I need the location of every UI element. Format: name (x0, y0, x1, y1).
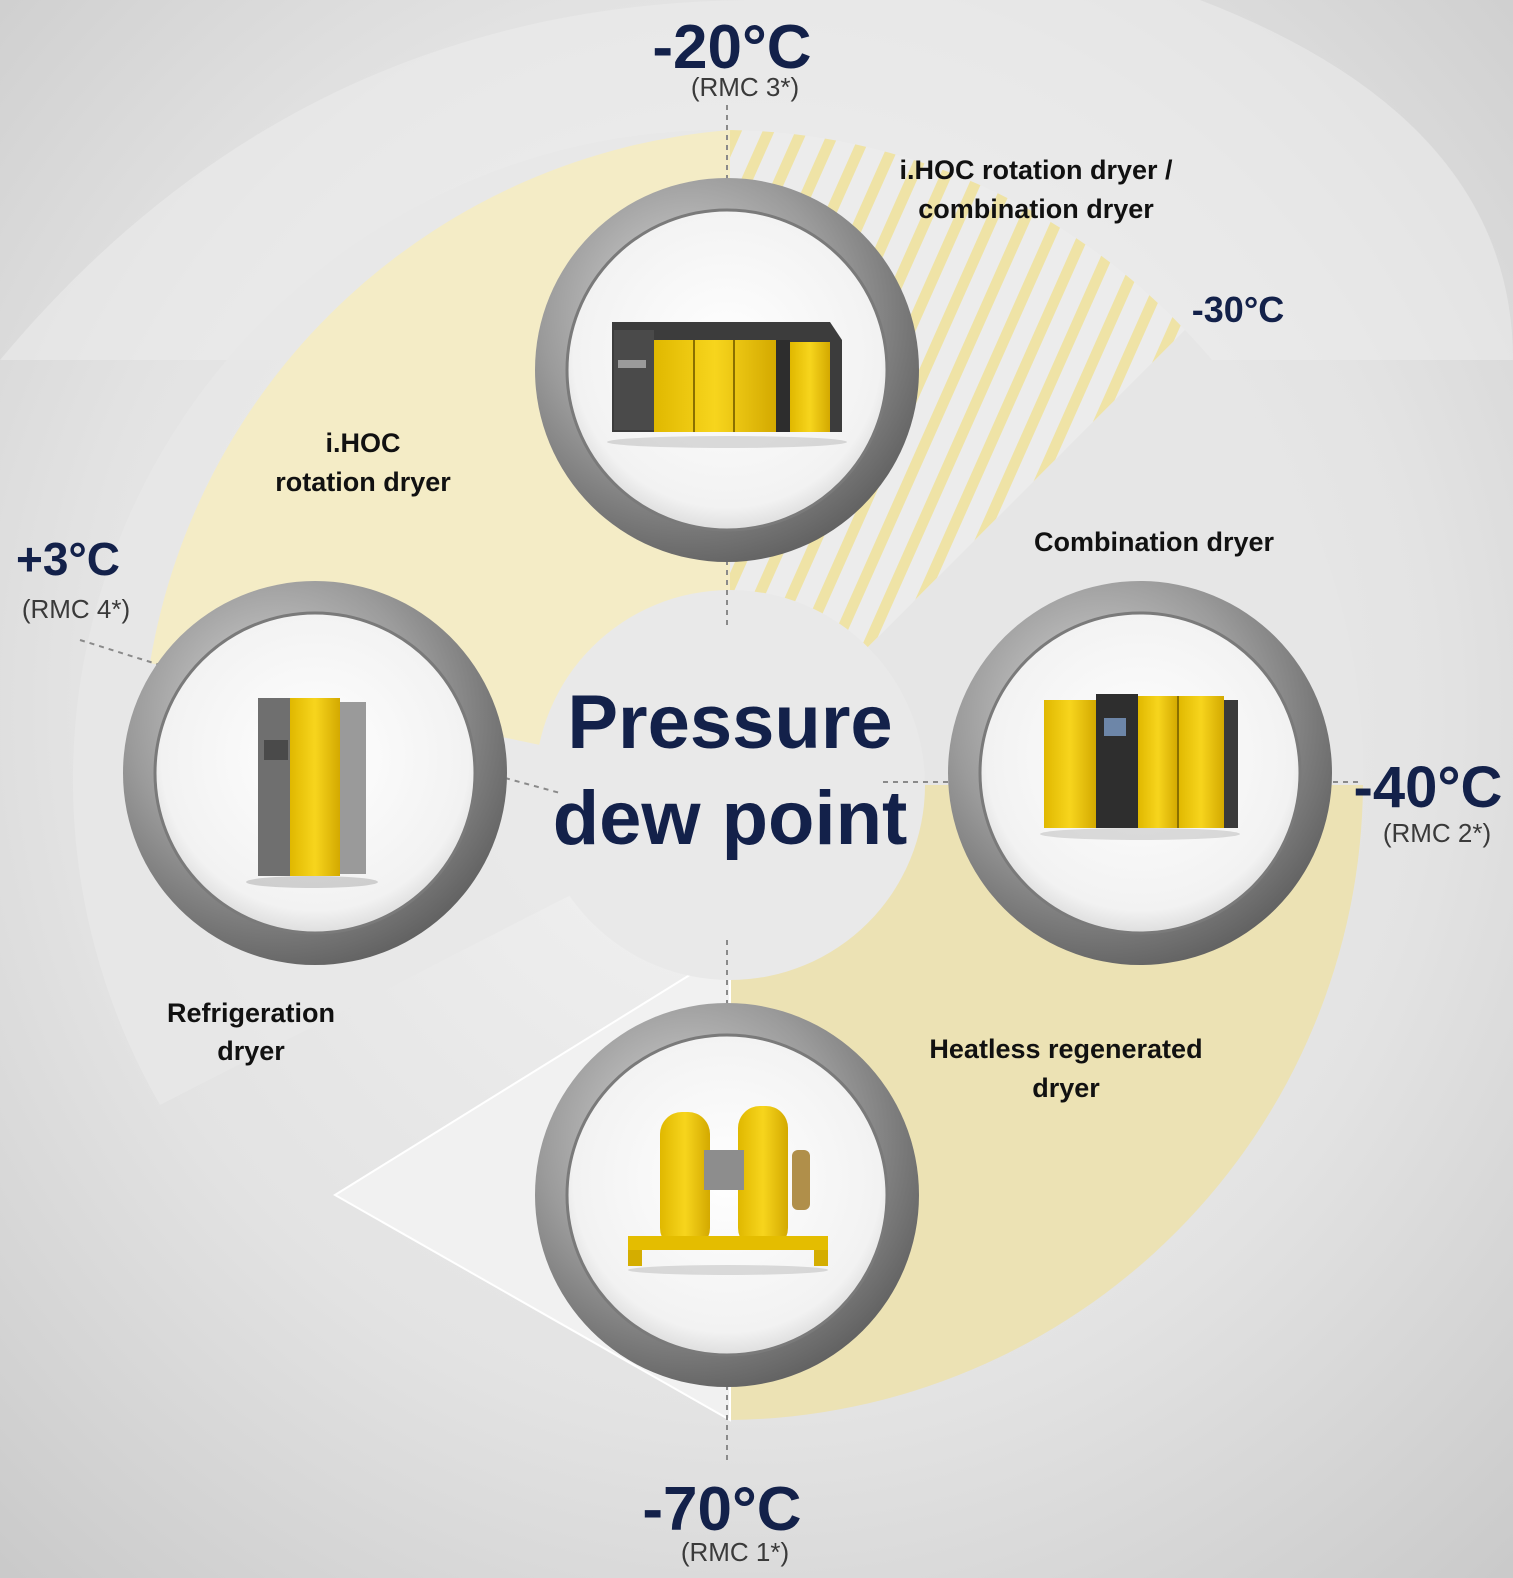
center-title-line2: dew point (553, 776, 908, 861)
product-circle-combination (948, 581, 1332, 965)
segment-upper-left-line1: i.HOC (325, 428, 400, 458)
segment-lower-right-line1: Heatless regenerated (929, 1034, 1202, 1064)
segment-lower-right-line2: dryer (1032, 1073, 1100, 1103)
marker-bottom-value: -70°C (642, 1475, 801, 1544)
segment-lower-left-line2: dryer (217, 1036, 285, 1066)
segment-top-right-line2: combination dryer (918, 194, 1154, 224)
combination-dryer-image (1040, 694, 1240, 840)
segment-top-right-line1: i.HOC rotation dryer / (899, 155, 1173, 185)
segment-upper-left-line2: rotation dryer (275, 467, 451, 497)
refrigeration-dryer-image (246, 698, 378, 888)
center-title-line1: Pressure (567, 680, 892, 765)
center-disc (535, 590, 925, 980)
marker-left-value: +3°C (16, 533, 120, 585)
product-circle-heatless (535, 1003, 919, 1387)
marker-upper-right-value: -30°C (1192, 289, 1284, 330)
marker-right-value: -40°C (1354, 755, 1503, 820)
marker-top-sub: (RMC 3*) (691, 72, 799, 102)
ihoc-dryer-image (607, 322, 847, 448)
marker-right-sub: (RMC 2*) (1383, 818, 1491, 848)
marker-bottom-sub: (RMC 1*) (681, 1537, 789, 1567)
heatless-dryer-image (628, 1106, 828, 1275)
marker-top-value: -20°C (652, 13, 811, 82)
marker-left-sub: (RMC 4*) (22, 594, 130, 624)
dashed-guides (79, 105, 1360, 1465)
segment-lower-left-line1: Refrigeration (167, 998, 335, 1028)
product-circle-refrigeration (123, 581, 507, 965)
product-circle-ihoc (535, 178, 919, 562)
segment-right-line1: Combination dryer (1034, 527, 1275, 557)
